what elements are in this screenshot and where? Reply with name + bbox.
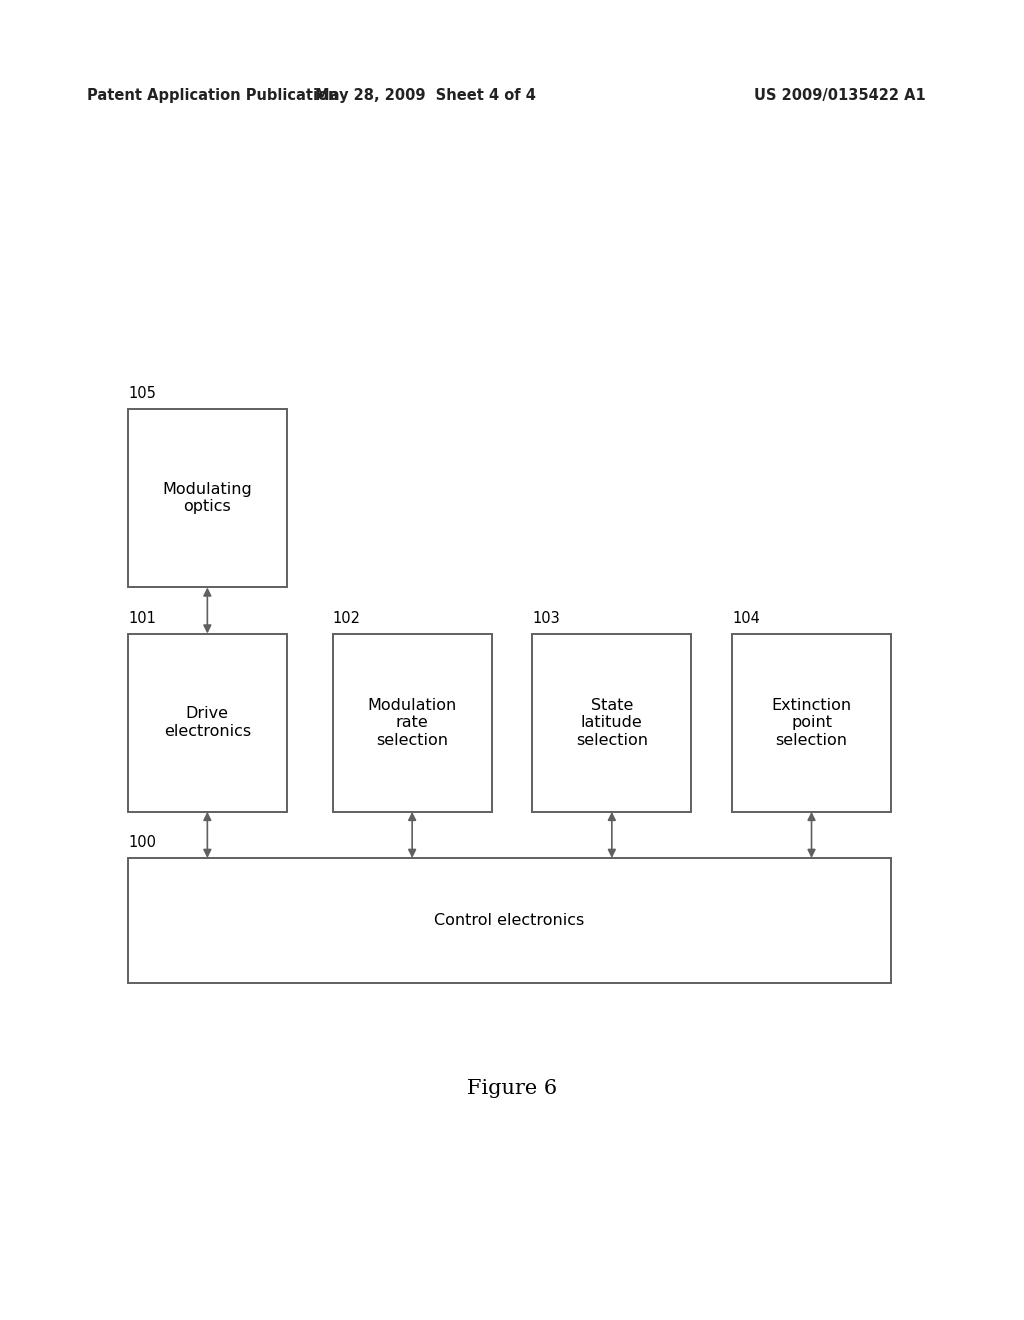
Text: 100: 100 [128,836,156,850]
Bar [128,858,891,983]
Text: Control electronics: Control electronics [434,913,585,928]
Text: Modulating
optics: Modulating optics [163,482,252,515]
Bar [532,634,691,812]
Text: Drive
electronics: Drive electronics [164,706,251,739]
Text: State
latitude
selection: State latitude selection [575,698,648,747]
Bar [333,634,492,812]
Text: Modulation
rate
selection: Modulation rate selection [368,698,457,747]
Text: 104: 104 [732,611,760,626]
Text: 102: 102 [333,611,360,626]
Text: Extinction
point
selection: Extinction point selection [771,698,852,747]
Text: Figure 6: Figure 6 [467,1080,557,1098]
Bar [732,634,891,812]
Text: 103: 103 [532,611,560,626]
Text: US 2009/0135422 A1: US 2009/0135422 A1 [754,87,926,103]
Text: 101: 101 [128,611,156,626]
Text: May 28, 2009  Sheet 4 of 4: May 28, 2009 Sheet 4 of 4 [314,87,536,103]
Bar [128,634,287,812]
Text: Patent Application Publication: Patent Application Publication [87,87,339,103]
Bar [128,409,287,587]
Text: 105: 105 [128,387,156,401]
